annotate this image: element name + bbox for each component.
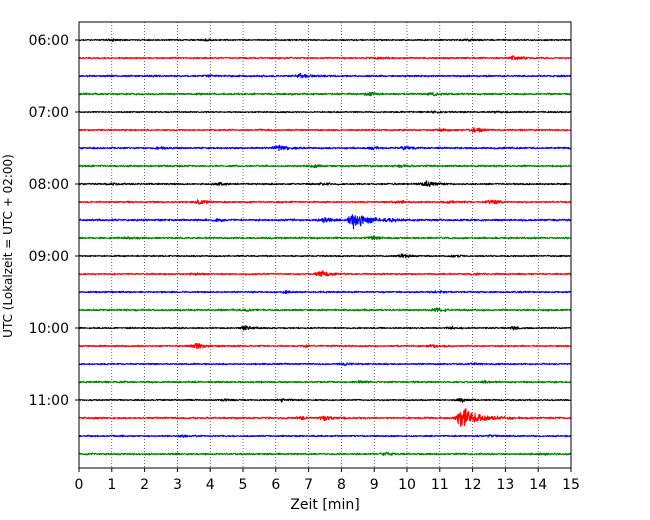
x-tick-label: 12 — [464, 477, 482, 493]
y-tick-label: 10:00 — [29, 321, 69, 337]
x-tick-label: 11 — [431, 477, 449, 493]
x-axis: 0 1 2 3 4 5 6 7 8 9 10 11 12 13 14 15 — [75, 468, 580, 493]
x-tick-label: 10 — [398, 477, 416, 493]
x-tick-label: 5 — [239, 477, 248, 493]
x-tick-label: 7 — [304, 477, 313, 493]
y-tick-label: 09:00 — [29, 249, 69, 265]
seismic-trace — [78, 144, 572, 152]
seismic-trace — [78, 451, 572, 456]
seismic-trace — [78, 72, 572, 79]
y-tick-label: 06:00 — [29, 33, 69, 49]
x-tick-label: 9 — [370, 477, 379, 493]
seismic-trace — [78, 307, 572, 313]
x-tick-label: 8 — [337, 477, 346, 493]
seismic-trace — [78, 397, 572, 403]
plot-frame — [78, 21, 572, 469]
seismic-trace — [78, 253, 572, 259]
seismic-trace — [78, 110, 572, 114]
x-tick-label: 4 — [206, 477, 215, 493]
seismic-trace — [78, 127, 572, 133]
y-tick-label: 11:00 — [29, 393, 69, 409]
x-tick-label: 2 — [140, 477, 149, 493]
x-tick-label: 14 — [529, 477, 547, 493]
seismic-trace — [78, 408, 572, 427]
seismic-trace — [78, 362, 572, 367]
x-tick-label: 0 — [75, 477, 84, 493]
seismic-trace — [78, 380, 572, 384]
seismic-trace — [78, 180, 572, 188]
y-tick-label: 07:00 — [29, 105, 69, 121]
seismic-trace — [78, 91, 572, 97]
x-tick-label: 3 — [173, 477, 182, 493]
seismic-trace — [78, 164, 572, 169]
seismic-trace — [78, 270, 572, 277]
seismic-trace — [78, 342, 572, 349]
seismic-trace — [78, 290, 572, 295]
y-axis: 06:00 07:00 08:00 09:00 10:00 11:00 — [29, 33, 79, 409]
x-tick-label: 15 — [562, 477, 580, 493]
y-tick-label: 08:00 — [29, 177, 69, 193]
seismic-trace — [78, 325, 572, 331]
y-axis-label: UTC (Lokalzeit = UTC + 02:00) — [1, 154, 15, 338]
seismic-trace — [78, 38, 572, 42]
seismic-traces — [78, 38, 572, 456]
seismic-trace — [78, 199, 572, 205]
x-axis-label: Zeit [min] — [290, 497, 359, 513]
seismic-trace — [78, 55, 572, 61]
x-tick-label: 13 — [496, 477, 514, 493]
seismic-trace — [78, 214, 572, 230]
x-tick-label: 1 — [107, 477, 116, 493]
x-tick-label: 6 — [271, 477, 280, 493]
seismic-trace — [78, 235, 572, 241]
seismic-trace — [78, 434, 572, 438]
x-grid — [111, 22, 539, 468]
